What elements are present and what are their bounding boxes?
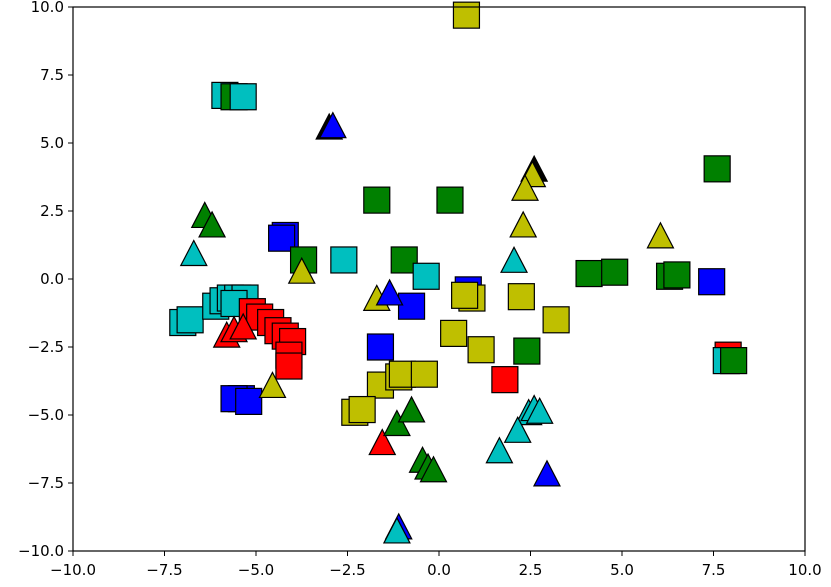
data-point-square-yellow (452, 1, 481, 29)
data-point-triangle-yellow (509, 210, 538, 238)
data-point-square-cyan (176, 306, 204, 334)
data-point-triangle-red (368, 428, 397, 456)
x-tick-label: 2.5 (519, 561, 543, 579)
data-point-triangle-green (382, 409, 411, 437)
data-point-triangle-cyan (485, 436, 514, 464)
data-point-triangle-cyan (382, 516, 411, 544)
data-point-triangle-yellow (287, 256, 316, 284)
data-point-triangle-red (229, 312, 258, 340)
y-tick-label: 5.0 (40, 134, 64, 152)
data-point-square-cyan (412, 262, 440, 290)
data-point-square-green (601, 258, 629, 286)
x-tick-label: 10.0 (788, 561, 821, 579)
data-point-square-green (363, 186, 391, 214)
x-tick-label: 0.0 (427, 561, 451, 579)
data-point-triangle-blue (318, 111, 347, 139)
data-point-square-yellow (348, 395, 376, 424)
data-point-triangle-blue (375, 278, 404, 306)
data-point-square-red (275, 352, 303, 380)
data-point-square-green (703, 155, 731, 183)
data-point-square-blue (698, 268, 726, 296)
data-point-triangle-green (419, 455, 448, 483)
data-point-square-green (663, 261, 691, 289)
data-point-square-green (513, 337, 541, 365)
data-point-square-green (720, 347, 748, 375)
data-point-triangle-yellow (646, 221, 675, 249)
data-point-triangle-cyan (500, 246, 529, 273)
data-point-triangle-yellow (511, 173, 539, 201)
data-point-triangle-green (198, 210, 227, 238)
data-point-square-blue (366, 333, 395, 361)
data-point-square-yellow (410, 360, 438, 388)
data-point-square-cyan (229, 83, 257, 111)
x-axis: −10.0 −7.5 −5.0 −2.5 0.0 2.5 5.0 7.5 10.0 (50, 551, 822, 579)
data-point-square-yellow (440, 319, 468, 347)
data-point-square-green (575, 259, 603, 288)
data-point-triangle-yellow (258, 371, 287, 399)
y-tick-label: −5.0 (28, 406, 64, 424)
data-point-square-yellow (507, 283, 535, 311)
data-point-triangle-blue (532, 459, 561, 487)
y-tick-label: 7.5 (40, 66, 64, 84)
data-point-square-red (491, 366, 519, 394)
data-point-triangle-cyan (179, 239, 208, 267)
y-tick-label: 2.5 (40, 202, 64, 220)
data-point-triangle-green (397, 395, 426, 423)
points-layer (169, 1, 748, 544)
data-point-square-yellow (451, 281, 479, 309)
data-point-square-blue (235, 387, 263, 415)
x-tick-label: 5.0 (610, 561, 634, 579)
y-tick-label: −10.0 (18, 542, 64, 560)
x-tick-label: −7.5 (146, 561, 182, 579)
data-point-square-blue (397, 292, 426, 320)
y-tick-label: 10.0 (31, 0, 64, 16)
data-point-square-cyan (330, 246, 358, 274)
x-tick-label: −5.0 (238, 561, 274, 579)
x-tick-label: 7.5 (702, 561, 726, 579)
data-point-triangle-cyan (525, 396, 554, 424)
y-tick-label: 0.0 (40, 270, 64, 288)
data-point-square-green (390, 246, 418, 274)
y-axis: −10.0 −7.5 −5.0 −2.5 0.0 2.5 5.0 7.5 10.0 (18, 0, 73, 560)
data-point-triangle-cyan (503, 416, 532, 443)
y-tick-label: −7.5 (28, 474, 64, 492)
x-tick-label: −2.5 (329, 561, 365, 579)
data-point-square-yellow (467, 336, 495, 364)
data-point-square-green (436, 186, 464, 214)
x-tick-label: −10.0 (50, 561, 96, 579)
data-point-square-yellow (542, 306, 570, 334)
y-tick-label: −2.5 (28, 338, 64, 356)
